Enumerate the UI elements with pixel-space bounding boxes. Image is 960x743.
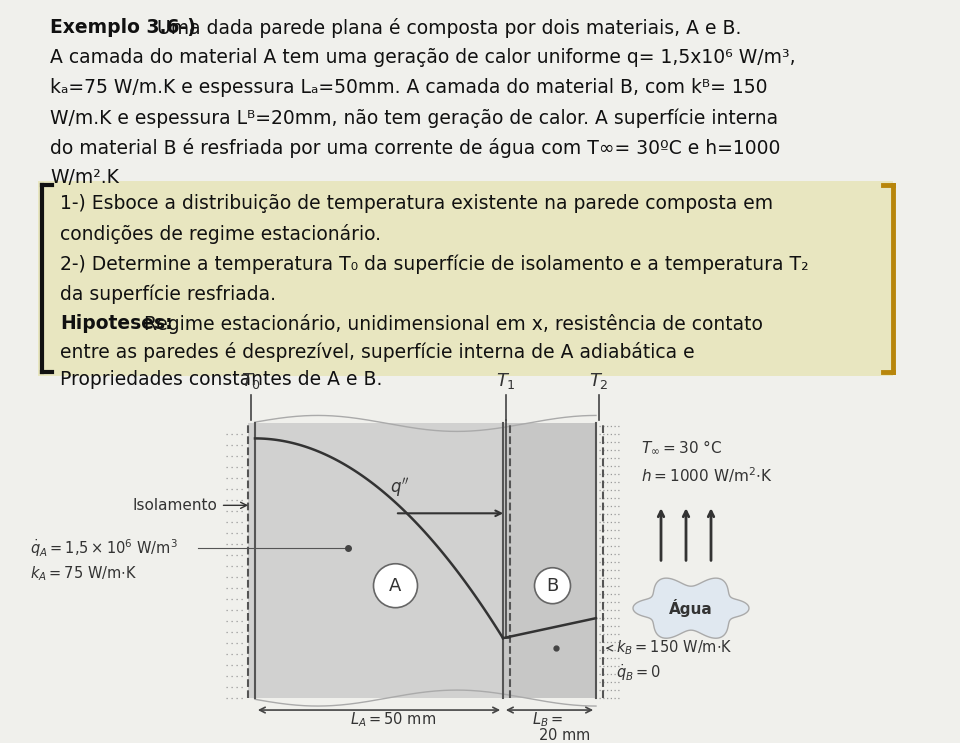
Bar	[503, 424, 596, 698]
Text: Hipoteses:: Hipoteses:	[60, 314, 173, 334]
Text: $T_\infty = 30\ °\mathrm{C}$: $T_\infty = 30\ °\mathrm{C}$	[641, 438, 722, 455]
Text: $\dot{q}_A = 1{,}5 \times 10^6$ W/m$^3$: $\dot{q}_A = 1{,}5 \times 10^6$ W/m$^3$	[30, 537, 178, 559]
Text: $L_B =$: $L_B =$	[532, 710, 563, 729]
Text: Exemplo 3.6-): Exemplo 3.6-)	[50, 18, 196, 37]
Circle shape	[373, 564, 418, 608]
Text: $\dot{q}_B = 0$: $\dot{q}_B = 0$	[616, 662, 661, 683]
Text: Água: Água	[669, 599, 713, 617]
Text: Propriedades constantes de A e B.: Propriedades constantes de A e B.	[60, 370, 382, 389]
Text: $h = 1000\ \mathrm{W/m^2{\cdot}K}$: $h = 1000\ \mathrm{W/m^2{\cdot}K}$	[641, 465, 773, 485]
Text: 1-) Esboce a distribuição de temperatura existente na parede composta em: 1-) Esboce a distribuição de temperatura…	[60, 194, 773, 213]
Bar	[248, 424, 503, 698]
Text: $20\ \mathrm{mm}$: $20\ \mathrm{mm}$	[538, 727, 590, 743]
Text: A camada do material A tem uma geração de calor uniforme q= 1,5x10⁶ W/m³,: A camada do material A tem uma geração d…	[50, 48, 796, 67]
Text: Uma dada parede plana é composta por dois materiais, A e B.: Uma dada parede plana é composta por doi…	[152, 18, 742, 38]
Text: $k_A = 75$ W/m$\cdot$K: $k_A = 75$ W/m$\cdot$K	[30, 564, 137, 583]
Circle shape	[535, 568, 570, 603]
Text: B: B	[546, 577, 559, 594]
Text: Regime estacionário, unidimensional em x, resistência de contato: Regime estacionário, unidimensional em x…	[138, 314, 763, 334]
Text: kₐ=75 W/m.K e espessura Lₐ=50mm. A camada do material B, com kᴮ= 150: kₐ=75 W/m.K e espessura Lₐ=50mm. A camad…	[50, 78, 767, 97]
Text: $k_B = 150\ \mathrm{W/m{\cdot}K}$: $k_B = 150\ \mathrm{W/m{\cdot}K}$	[616, 639, 732, 658]
Text: Isolamento: Isolamento	[133, 498, 247, 513]
Text: do material B é resfriada por uma corrente de água com T∞= 30ºC e h=1000: do material B é resfriada por uma corren…	[50, 138, 780, 158]
Text: W/m².K: W/m².K	[50, 168, 119, 187]
Text: $L_A = 50\ \mathrm{mm}$: $L_A = 50\ \mathrm{mm}$	[350, 710, 437, 729]
Text: 2-) Determine a temperatura T₀ da superfície de isolamento e a temperatura T₂: 2-) Determine a temperatura T₀ da superf…	[60, 254, 808, 273]
Text: A: A	[390, 577, 401, 594]
Polygon shape	[633, 578, 749, 638]
FancyBboxPatch shape	[38, 181, 893, 377]
Text: $q''$: $q''$	[390, 476, 410, 499]
Text: condições de regime estacionário.: condições de regime estacionário.	[60, 224, 381, 244]
Text: $T_2$: $T_2$	[589, 372, 609, 392]
Text: entre as paredes é desprezível, superfície interna de A adiabática e: entre as paredes é desprezível, superfíc…	[60, 343, 695, 363]
Text: $T_0$: $T_0$	[241, 372, 261, 392]
Text: da superfície resfriada.: da superfície resfriada.	[60, 285, 276, 304]
Text: $T_1$: $T_1$	[496, 372, 516, 392]
Text: W/m.K e espessura Lᴮ=20mm, não tem geração de calor. A superfície interna: W/m.K e espessura Lᴮ=20mm, não tem geraç…	[50, 108, 779, 128]
